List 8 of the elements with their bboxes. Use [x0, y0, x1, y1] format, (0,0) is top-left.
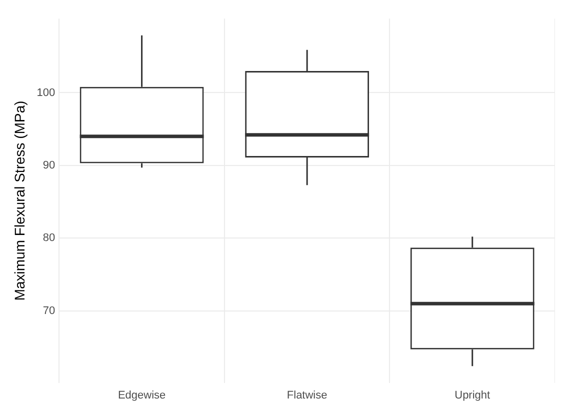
y-tick-label: 70 [42, 304, 56, 317]
x-tick-label: Upright [454, 389, 490, 402]
x-tick-label: Edgewise [118, 389, 166, 402]
y-tick-label: 90 [42, 159, 56, 172]
y-axis-title: Maximum Flexural Stress (MPa) [11, 100, 28, 301]
x-tick-label: Flatwise [286, 389, 328, 402]
y-tick-label: 100 [36, 86, 56, 99]
y-tick-label: 80 [42, 232, 56, 244]
